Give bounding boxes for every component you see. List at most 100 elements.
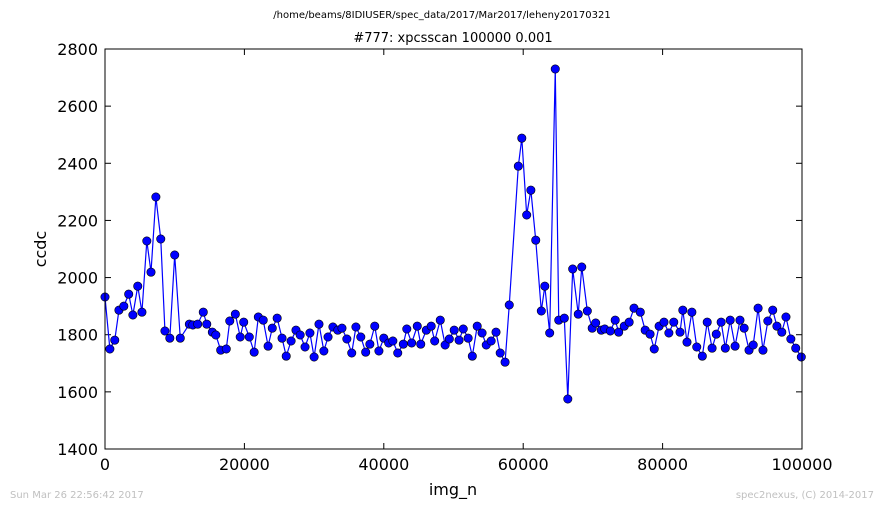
data-point	[426, 321, 436, 331]
data-point	[156, 234, 166, 244]
data-point	[211, 330, 221, 340]
data-point	[105, 344, 115, 354]
data-point	[365, 339, 375, 349]
data-point	[716, 317, 726, 327]
data-point	[393, 348, 403, 358]
data-point	[513, 161, 523, 171]
data-point	[458, 324, 468, 334]
data-point	[281, 351, 291, 361]
data-point	[295, 330, 305, 340]
data-point	[133, 281, 143, 291]
data-point	[198, 307, 208, 317]
data-point	[314, 319, 324, 329]
data-point	[536, 306, 546, 316]
data-point	[263, 341, 273, 351]
data-point	[786, 334, 796, 344]
data-point	[202, 319, 212, 329]
data-point	[463, 333, 473, 343]
data-point	[720, 343, 730, 353]
data-point	[467, 351, 477, 361]
x-axis-label: img_n	[429, 480, 477, 500]
data-point	[374, 346, 384, 356]
data-point	[649, 344, 659, 354]
x-tick-label: 0	[100, 455, 110, 474]
data-point	[272, 313, 282, 323]
data-point	[244, 332, 254, 342]
footer-credit: spec2nexus, (C) 2014-2017	[736, 490, 874, 501]
data-point	[398, 339, 408, 349]
data-point	[416, 339, 426, 349]
x-tick-label: 60000	[498, 455, 549, 474]
data-point	[277, 333, 287, 343]
data-point	[702, 317, 712, 327]
data-point	[230, 309, 240, 319]
data-point	[258, 315, 268, 325]
data-point	[682, 337, 692, 347]
data-point	[739, 323, 749, 333]
data-point	[225, 316, 235, 326]
data-point	[472, 321, 482, 331]
y-tick-label: 2200	[57, 211, 98, 230]
data-point	[300, 342, 310, 352]
data-point	[137, 307, 147, 317]
data-point	[388, 336, 398, 346]
data-point	[491, 327, 501, 337]
data-point	[267, 323, 277, 333]
data-point	[370, 321, 380, 331]
data-point	[146, 267, 156, 277]
data-point	[711, 329, 721, 339]
data-point	[697, 351, 707, 361]
data-point	[614, 327, 624, 337]
data-point	[758, 345, 768, 355]
data-point	[430, 336, 440, 346]
data-point	[635, 307, 645, 317]
data-point	[678, 305, 688, 315]
data-point	[777, 327, 787, 337]
data-point	[221, 344, 231, 354]
data-point	[435, 315, 445, 325]
data-point	[500, 357, 510, 367]
data-point	[361, 347, 371, 357]
y-tick-label: 2800	[57, 40, 98, 59]
data-point	[772, 321, 782, 331]
data-point	[687, 307, 697, 317]
data-point	[239, 317, 249, 327]
data-point	[193, 319, 203, 329]
data-point	[235, 332, 245, 342]
data-point	[170, 250, 180, 260]
data-point	[119, 301, 129, 311]
data-point	[582, 306, 592, 316]
data-point	[545, 328, 555, 338]
data-point	[559, 313, 569, 323]
data-point	[128, 310, 138, 320]
y-tick-label: 1600	[57, 383, 98, 402]
chart-subtitle: #777: xpcsscan 100000 0.001	[353, 31, 552, 46]
data-point	[486, 336, 496, 346]
y-axis-label: ccdc	[31, 231, 50, 268]
data-point	[412, 321, 422, 331]
data-point	[495, 348, 505, 358]
y-tick-label: 1800	[57, 326, 98, 345]
data-point	[675, 327, 685, 337]
data-point	[454, 335, 464, 345]
data-point	[160, 326, 170, 336]
data-point	[791, 343, 801, 353]
data-point	[351, 322, 361, 332]
x-tick-label: 20000	[219, 455, 270, 474]
data-point	[110, 335, 120, 345]
data-point	[517, 133, 527, 143]
data-point	[707, 343, 717, 353]
data-point	[151, 192, 161, 202]
data-point	[249, 347, 259, 357]
data-point	[444, 334, 454, 344]
data-point	[735, 315, 745, 325]
data-point	[449, 325, 459, 335]
data-point	[763, 316, 773, 326]
data-point	[142, 236, 152, 246]
data-point	[591, 318, 601, 328]
data-point	[356, 332, 366, 342]
y-tick-label: 2600	[57, 97, 98, 116]
data-point	[753, 303, 763, 313]
